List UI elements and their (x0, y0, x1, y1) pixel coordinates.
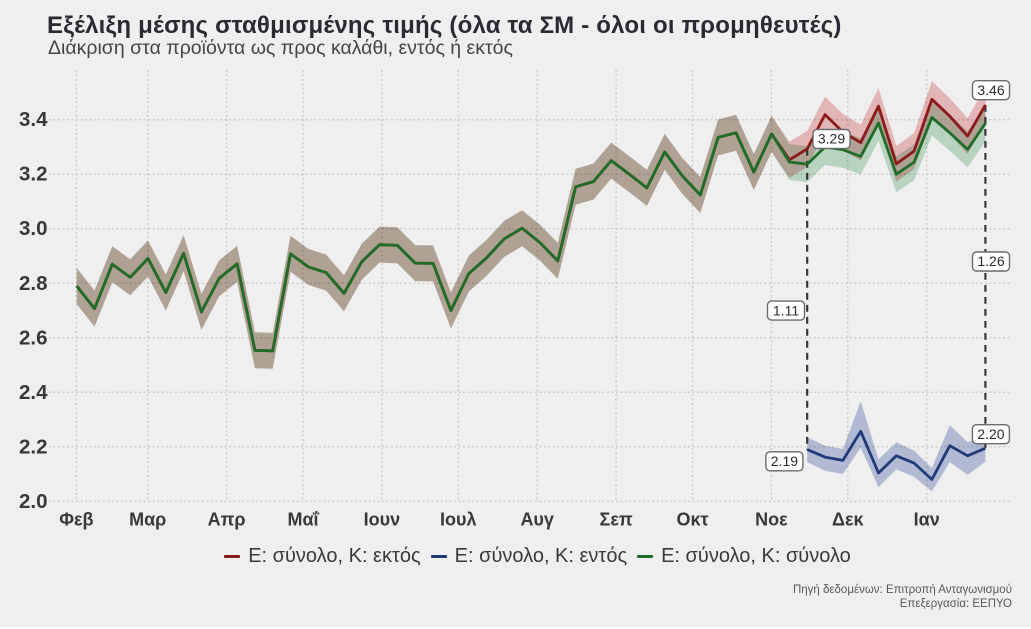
svg-text:Ιουν: Ιουν (364, 510, 400, 530)
svg-text:Νοε: Νοε (755, 510, 788, 530)
svg-text:2.8: 2.8 (19, 272, 48, 295)
svg-text:3.2: 3.2 (19, 163, 48, 186)
svg-text:2.20: 2.20 (977, 426, 1004, 442)
svg-text:1.11: 1.11 (773, 302, 799, 318)
svg-text:3.4: 3.4 (19, 108, 48, 131)
svg-text:Σεπ: Σεπ (600, 510, 633, 530)
svg-text:2.19: 2.19 (771, 453, 798, 469)
svg-text:2.2: 2.2 (19, 435, 48, 458)
svg-text:2.4: 2.4 (19, 381, 48, 404)
svg-text:3.0: 3.0 (19, 217, 48, 240)
svg-text:1.26: 1.26 (977, 253, 1004, 269)
svg-text:Απρ: Απρ (208, 510, 246, 530)
svg-text:3.46: 3.46 (977, 82, 1004, 98)
svg-text:2.0: 2.0 (19, 490, 48, 513)
svg-text:Οκτ: Οκτ (676, 510, 708, 530)
svg-text:2.6: 2.6 (19, 326, 48, 349)
svg-text:Ιουλ: Ιουλ (440, 510, 476, 530)
svg-text:Μαΐ: Μαΐ (287, 510, 319, 530)
svg-text:Μαρ: Μαρ (129, 510, 166, 530)
svg-text:Φεβ: Φεβ (59, 510, 93, 530)
svg-text:Ιαν: Ιαν (914, 510, 940, 530)
svg-text:Αυγ: Αυγ (520, 510, 554, 530)
svg-text:3.29: 3.29 (818, 131, 845, 147)
svg-text:Δεκ: Δεκ (832, 510, 864, 530)
